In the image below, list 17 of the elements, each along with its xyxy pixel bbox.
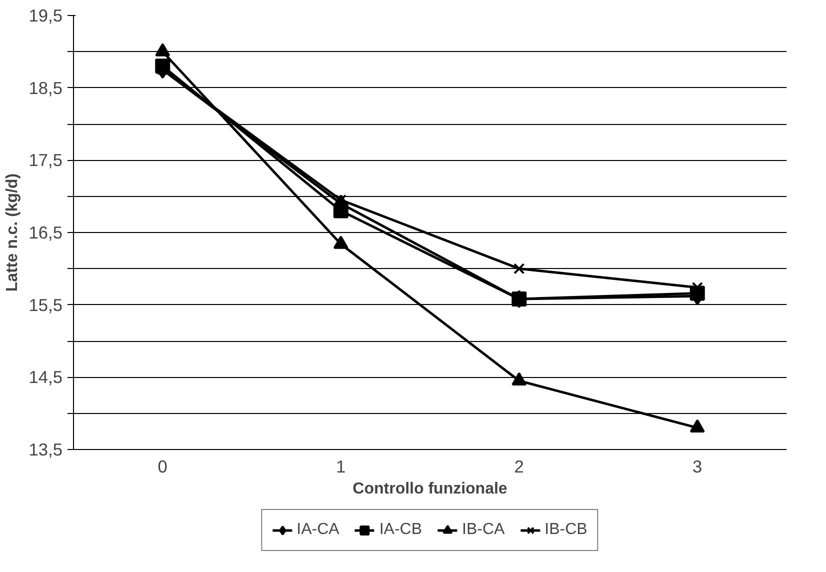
y-axis-title: Latte n.c. (kg/d) <box>4 173 21 292</box>
y-tick-label: 15,5 <box>28 294 63 315</box>
legend-label: IA-CA <box>296 521 340 539</box>
x-tick-label: 2 <box>514 456 524 476</box>
y-tick-label: 17,5 <box>28 150 63 170</box>
x-tick-label: 0 <box>158 456 168 476</box>
y-tick-label: 13,5 <box>28 440 63 460</box>
legend-label: IB-CA <box>462 521 505 539</box>
x-tick-label: 1 <box>336 456 346 476</box>
y-tick-label: 19,5 <box>28 6 63 26</box>
legend-label: IB-CB <box>544 521 588 539</box>
x-tick-label: 3 <box>692 456 702 476</box>
x-axis-title: Controllo funzionale <box>352 480 508 498</box>
legend-label: IA-CB <box>379 521 422 539</box>
y-tick-label: 16,5 <box>28 222 63 242</box>
y-tick-label: 14,5 <box>28 367 63 388</box>
y-tick-label: 18,5 <box>28 78 63 98</box>
